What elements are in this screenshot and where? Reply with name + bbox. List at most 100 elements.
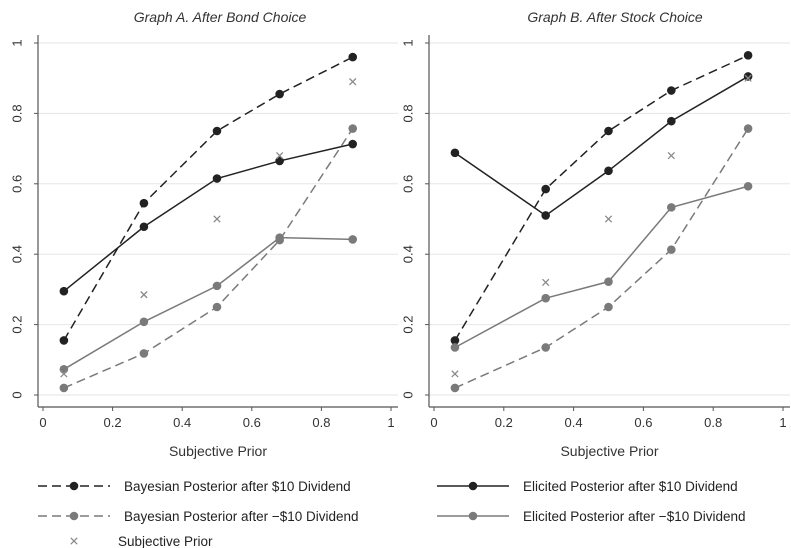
- prior-mark: [667, 151, 675, 160]
- series-bayes_pos: [59, 52, 358, 345]
- data-point: [541, 184, 550, 194]
- y-tick-label: 0.6: [400, 175, 415, 193]
- data-point: [604, 277, 613, 286]
- data-point: [59, 336, 69, 345]
- series-elic_neg: [450, 181, 753, 352]
- data-point: [743, 51, 753, 60]
- x-axis-title: Subjective Prior: [560, 443, 658, 459]
- data-point: [541, 211, 550, 220]
- prior-mark: [604, 215, 613, 223]
- data-point: [348, 124, 358, 133]
- x-tick-label: 1: [387, 415, 394, 430]
- y-tick-label: 0: [9, 391, 24, 398]
- x-tick-label: 0.2: [104, 415, 122, 430]
- legend-symbol: [70, 537, 78, 545]
- prior-mark: [542, 278, 550, 287]
- series-elic_pos: [59, 139, 358, 296]
- panel-title: Graph B. After Stock Choice: [527, 9, 703, 25]
- data-point: [450, 148, 460, 158]
- legend-item-elic_pos: Elicited Posterior after $10 Dividend: [437, 479, 738, 494]
- legend-symbol: [468, 481, 478, 491]
- data-point: [275, 233, 284, 242]
- x-tick-label: 0.2: [495, 415, 513, 430]
- prior-mark: [349, 78, 357, 86]
- legend-item-prior: Subjective Prior: [70, 534, 213, 548]
- data-point: [667, 86, 676, 95]
- panel-title: Graph A. After Bond Choice: [134, 9, 307, 25]
- series-prior: [60, 78, 357, 378]
- y-tick-label: 0.4: [9, 245, 24, 263]
- data-point: [541, 343, 550, 352]
- data-point: [541, 293, 550, 303]
- data-point: [743, 72, 753, 81]
- x-tick-label: 0: [430, 415, 437, 430]
- series-bayes_pos: [450, 51, 753, 345]
- data-point: [604, 126, 613, 136]
- legend: Bayesian Posterior after $10 Dividend Eli…: [38, 479, 746, 548]
- data-point: [348, 139, 358, 149]
- prior-mark: [451, 370, 459, 378]
- legend-label: Elicited Posterior after −$10 Dividend: [523, 509, 746, 524]
- legend-symbol: [468, 511, 478, 521]
- series-bayes_neg: [59, 124, 358, 393]
- y-tick-label: 0.6: [9, 175, 24, 193]
- series-line: [63, 56, 354, 341]
- x-tick-label: 0.8: [312, 415, 330, 430]
- y-tick-label: 1: [9, 39, 24, 46]
- series-line: [454, 75, 749, 217]
- data-point: [59, 286, 69, 296]
- legend-label: Bayesian Posterior after $10 Dividend: [124, 479, 351, 494]
- legend-label: Bayesian Posterior after −$10 Dividend: [124, 509, 359, 524]
- series-elic_pos: [450, 72, 753, 220]
- x-tick-label: 0.8: [704, 415, 722, 430]
- data-point: [139, 317, 149, 327]
- data-point: [139, 349, 149, 358]
- data-point: [139, 198, 149, 208]
- legend-item-elic_neg: Elicited Posterior after −$10 Dividend: [437, 509, 746, 524]
- legend-item-bayes_pos: Bayesian Posterior after $10 Dividend: [38, 479, 351, 494]
- series-prior: [451, 74, 752, 378]
- data-point: [59, 365, 69, 374]
- legend-symbol: [69, 511, 79, 521]
- data-point: [139, 222, 149, 232]
- data-point: [450, 383, 460, 393]
- legend-label: Elicited Posterior after $10 Dividend: [523, 479, 738, 494]
- data-point: [743, 124, 753, 133]
- series-line: [63, 236, 353, 370]
- y-tick-label: 0.2: [400, 316, 415, 334]
- data-point: [212, 126, 222, 136]
- data-point: [275, 156, 284, 166]
- prior-mark: [213, 215, 221, 223]
- x-tick-label: 1: [779, 415, 786, 430]
- series-line: [63, 143, 353, 292]
- y-tick-label: 0: [400, 391, 415, 398]
- x-tick-label: 0.4: [565, 415, 583, 430]
- data-point: [450, 336, 460, 345]
- data-point: [212, 302, 222, 312]
- x-tick-label: 0: [39, 415, 46, 430]
- x-tick-label: 0.4: [173, 415, 191, 430]
- data-point: [667, 245, 676, 254]
- prior-mark: [275, 151, 284, 160]
- y-tick-label: 0.4: [400, 245, 415, 263]
- prior-mark: [744, 74, 752, 82]
- series-line: [454, 54, 749, 341]
- series-bayes_neg: [450, 124, 753, 393]
- y-tick-label: 0.2: [9, 316, 24, 334]
- series-line: [454, 128, 749, 389]
- data-point: [59, 383, 69, 393]
- data-point: [212, 281, 222, 291]
- data-point: [604, 302, 613, 312]
- series-line: [63, 128, 354, 389]
- legend-symbol: [69, 481, 79, 491]
- prior-mark: [140, 291, 148, 299]
- data-point: [275, 89, 284, 99]
- data-point: [348, 235, 358, 244]
- y-tick-label: 1: [400, 39, 415, 46]
- data-point: [667, 116, 676, 126]
- legend-item-bayes_neg: Bayesian Posterior after −$10 Dividend: [38, 509, 359, 524]
- panel-graph-b: Graph B. After Stock Choice 0 0.2 0.4 0.6 0.8…: [400, 9, 790, 459]
- y-tick-label: 0.8: [9, 104, 24, 122]
- data-point: [667, 203, 676, 212]
